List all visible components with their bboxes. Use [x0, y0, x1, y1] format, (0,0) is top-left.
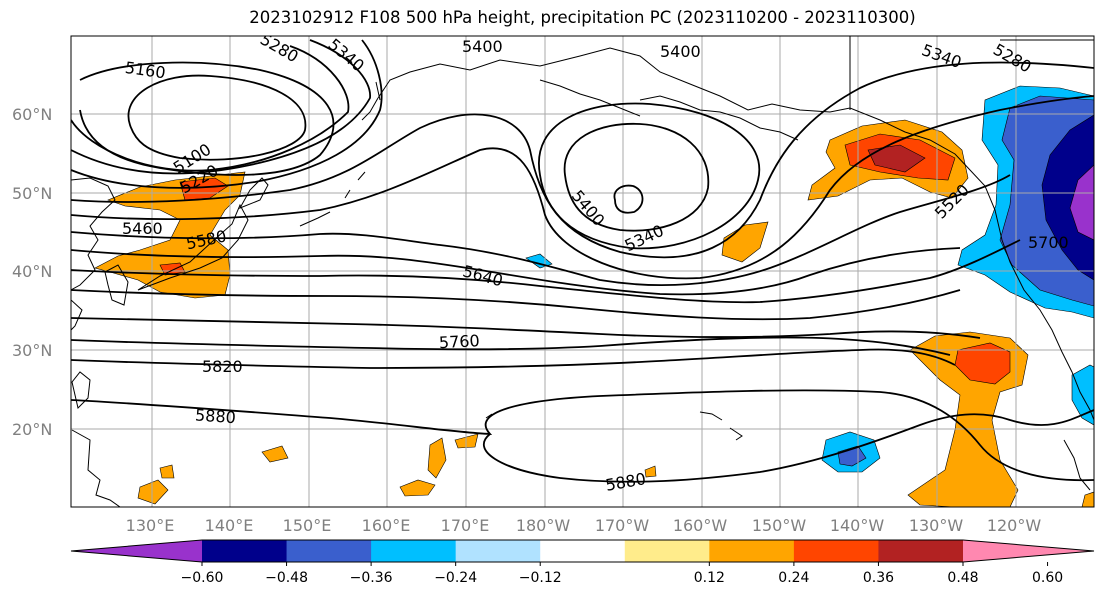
lon-label: 160°E	[362, 516, 411, 535]
colorbar-segment	[371, 540, 457, 562]
contour-label: 5400	[462, 37, 503, 56]
precip-shading	[94, 85, 1094, 507]
map-title: 2023102912 F108 500 hPa height, precipit…	[249, 8, 916, 27]
longitude-labels: 130°E 140°E 150°E 160°E 170°E 180°W 170°…	[126, 516, 1042, 535]
colorbar-tick-label: 0.24	[778, 570, 809, 586]
colorbar-segment	[71, 540, 202, 562]
lon-label: 120°W	[987, 516, 1042, 535]
lon-label: 170°W	[595, 516, 650, 535]
colorbar-segment	[624, 540, 710, 562]
lon-label: 170°E	[441, 516, 490, 535]
lon-label: 160°W	[673, 516, 728, 535]
height-contours	[71, 39, 1094, 483]
lat-label: 30°N	[12, 341, 52, 360]
lon-label: 140°W	[830, 516, 885, 535]
lon-label: 180°W	[516, 516, 571, 535]
colorbar-tick-label: −0.48	[265, 570, 308, 586]
colorbar-tick-label: 0.48	[947, 570, 978, 586]
lon-label: 140°E	[205, 516, 254, 535]
contour-label: 5760	[439, 331, 481, 352]
lat-label: 40°N	[12, 262, 52, 281]
lon-label: 150°E	[283, 516, 332, 535]
colorbar-segment	[540, 540, 626, 562]
lat-label: 50°N	[12, 184, 52, 203]
colorbar-segment	[286, 540, 372, 562]
colorbar-segment	[963, 540, 1094, 562]
map-panel: 5160 5100 5220 5280 5340 5400 5400 5340 …	[71, 36, 1094, 507]
colorbar-tick-label: −0.36	[350, 570, 393, 586]
lon-label: 130°E	[126, 516, 175, 535]
lat-label: 60°N	[12, 105, 52, 124]
map-frame	[70, 35, 1095, 508]
latitude-labels: 60°N 50°N 40°N 30°N 20°N	[12, 105, 52, 439]
gridlines	[71, 36, 1094, 507]
colorbar-tick-label: −0.12	[519, 570, 562, 586]
colorbar-tick-label: −0.24	[434, 570, 477, 586]
colorbar-segment	[878, 540, 964, 562]
colorbar-segment	[709, 540, 795, 562]
colorbar	[70, 539, 1095, 563]
colorbar-tick-label: 0.60	[1032, 570, 1063, 586]
lon-label: 150°W	[752, 516, 807, 535]
contour-label: 5700	[1028, 233, 1069, 252]
colorbar-tick-label: 0.36	[863, 570, 894, 586]
contour-label: 5820	[202, 357, 243, 376]
colorbar-ticks: −0.60 −0.48 −0.36 −0.24 −0.12 0.12 0.24 0.36 0.4…	[181, 562, 1063, 586]
contour-label: 5460	[122, 219, 163, 238]
colorbar-segment	[793, 540, 879, 562]
lat-label: 20°N	[12, 420, 52, 439]
colorbar-segment	[455, 540, 541, 562]
colorbar-tick-label: 0.12	[694, 570, 725, 586]
lon-label: 130°W	[909, 516, 964, 535]
contour-label: 5880	[194, 405, 236, 427]
colorbar-tick-label: −0.60	[181, 570, 224, 586]
contour-label: 5400	[660, 42, 701, 61]
colorbar-segment	[202, 540, 288, 562]
coastlines	[71, 36, 1094, 507]
